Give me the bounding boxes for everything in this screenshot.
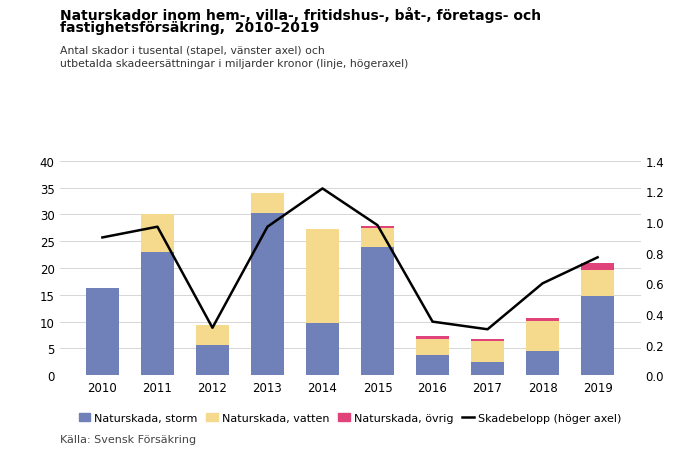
Bar <box>526 318 559 321</box>
Legend: Naturskada, storm, Naturskada, vatten, Naturskada, övrig, Skadebelopp (höger axe: Naturskada, storm, Naturskada, vatten, N… <box>74 409 626 428</box>
Bar <box>141 253 174 375</box>
Bar <box>581 297 614 375</box>
Bar <box>196 325 229 345</box>
Bar <box>526 351 559 375</box>
Bar <box>416 336 449 339</box>
Bar <box>361 227 394 228</box>
Bar <box>471 339 504 342</box>
Bar <box>196 345 229 375</box>
Bar <box>251 213 284 375</box>
Text: Antal skador i tusental (stapel, vänster axel) och
utbetalda skadeersättningar i: Antal skador i tusental (stapel, vänster… <box>60 46 408 69</box>
Text: fastighetsförsäkring,  2010–2019: fastighetsförsäkring, 2010–2019 <box>60 20 318 35</box>
Bar <box>141 215 174 253</box>
Bar <box>361 228 394 247</box>
Bar <box>361 247 394 375</box>
Bar <box>471 362 504 375</box>
Bar <box>306 230 339 324</box>
Bar <box>581 263 614 270</box>
Bar <box>86 288 119 375</box>
Bar <box>416 356 449 375</box>
Bar <box>581 270 614 297</box>
Bar <box>416 339 449 356</box>
Text: Källa: Svensk Försäkring: Källa: Svensk Försäkring <box>60 434 195 444</box>
Bar <box>526 321 559 351</box>
Text: Naturskador inom hem-, villa-, fritidshus-, båt-, företags- och: Naturskador inom hem-, villa-, fritidshu… <box>60 7 540 23</box>
Bar <box>251 194 284 213</box>
Bar <box>306 324 339 375</box>
Bar <box>471 342 504 362</box>
